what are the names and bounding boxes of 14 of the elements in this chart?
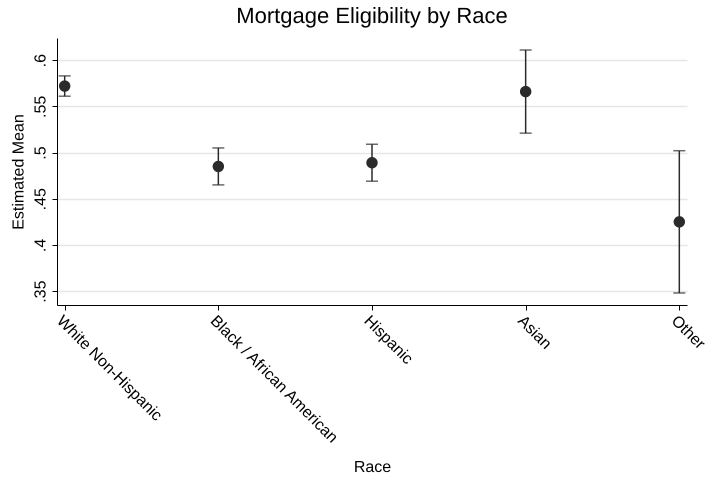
point [212, 160, 224, 172]
y-tick-label: .5 [32, 146, 50, 160]
y-tick-label: .35 [32, 280, 50, 303]
y-tick-label: .55 [32, 96, 50, 118]
chart-title: Mortgage Eligibility by Race [236, 3, 508, 28]
y-tick-label: .45 [32, 188, 50, 210]
x-axis-title: Race [354, 459, 392, 476]
y-axis-title: Estimated Mean [10, 114, 28, 230]
point [58, 80, 70, 92]
point [366, 157, 378, 168]
y-tick-label: .6 [32, 54, 50, 68]
point [674, 216, 686, 228]
point [520, 86, 532, 98]
y-tick-label: .4 [32, 238, 50, 252]
